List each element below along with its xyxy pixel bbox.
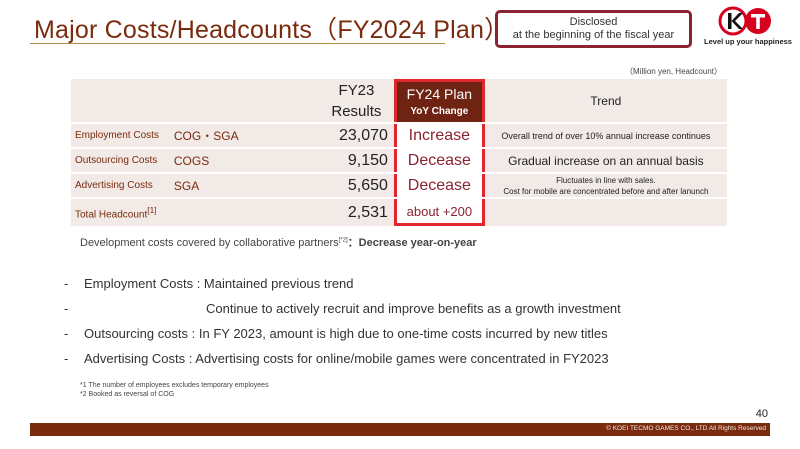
footnotes: *1 The number of employees excludes temp… — [80, 381, 269, 399]
row-label: Outsourcing Costs — [71, 149, 170, 172]
total-label-cell: Total Headcount[1] — [71, 199, 271, 226]
row-label: Advertising Costs — [71, 174, 170, 197]
row-category: COG・SGA — [169, 124, 271, 147]
bullet-text: Outsourcing costs : In FY 2023, amount i… — [84, 326, 608, 341]
row-category: SGA — [169, 174, 271, 197]
disclosed-badge: Disclosed at the beginning of the fiscal… — [495, 10, 692, 48]
footnote-1: *1 The number of employees excludes temp… — [80, 382, 269, 389]
row-trend-line-2: Cost for mobile are concentrated before … — [503, 186, 709, 196]
table-header-row: FY23 Results FY24 Plan YoY Change Trend — [71, 79, 727, 122]
header-fy24-line2: YoY Change — [410, 106, 469, 117]
header-trend: Trend — [484, 79, 727, 122]
row-trend: Fluctuates in line with sales. Cost for … — [484, 174, 727, 197]
bullet-list: - Employment Costs : Maintained previous… — [64, 276, 764, 376]
row-trend-line-1: Fluctuates in line with sales. — [556, 175, 656, 185]
list-item: - Employment Costs : Maintained previous… — [64, 276, 764, 301]
row-trend: Gradual increase on an annual basis — [484, 149, 727, 172]
total-trend-empty — [484, 199, 727, 226]
dev-note-footnote: [*2] — [338, 237, 348, 244]
bullet-dash: - — [64, 301, 69, 316]
bullet-dash: - — [64, 276, 69, 291]
total-fy24-change: about +200 — [393, 199, 485, 226]
page-number: 40 — [755, 408, 768, 420]
kt-logo-icon — [718, 6, 771, 36]
disclosed-line-2: at the beginning of the fiscal year — [512, 29, 675, 41]
row-fy23-value: 5,650 — [270, 174, 394, 197]
disclosed-line-1: Disclosed — [569, 16, 618, 28]
total-label: Total Headcount — [75, 209, 148, 221]
title-underline — [30, 43, 445, 44]
logo-tagline: Level up your happiness — [704, 37, 792, 46]
table-row: Advertising Costs SGA 5,650 Decease Fluc… — [71, 174, 727, 197]
table-row: Outsourcing Costs COGS 9,150 Decease Gra… — [71, 149, 727, 172]
bullet-dash: - — [64, 351, 69, 366]
row-fy23-value: 9,150 — [270, 149, 394, 172]
total-row: Total Headcount[1] 2,531 about +200 — [71, 199, 727, 226]
dev-note-suffix: ：Decrease year-on-year — [347, 237, 477, 249]
header-empty-cell — [71, 79, 271, 122]
bullet-text: Continue to actively recruit and improve… — [206, 301, 621, 316]
header-fy24: FY24 Plan YoY Change — [393, 79, 485, 122]
table-row: Employment Costs COG・SGA 23,070 Increase… — [71, 124, 727, 147]
header-fy23-line2: Results — [331, 102, 382, 120]
row-fy24-change: Increase — [393, 124, 485, 147]
dev-note-text: Development costs covered by collaborati… — [80, 237, 339, 249]
total-label-footnote: [1] — [147, 204, 157, 215]
bullet-dash: - — [64, 326, 69, 341]
footer-bar: © KOEI TECMO GAMES CO., LTD All Rights R… — [30, 423, 770, 436]
list-item: - Outsourcing costs : In FY 2023, amount… — [64, 326, 764, 351]
total-fy23-value: 2,531 — [270, 199, 394, 226]
footnote-2: *2 Booked as reversal of COG — [80, 391, 175, 398]
header-fy24-line1: FY24 Plan — [406, 86, 473, 102]
header-fy23: FY23 Results — [270, 79, 394, 122]
row-category: COGS — [169, 149, 271, 172]
page-title: Major Costs/Headcounts（FY2024 Plan） — [34, 16, 510, 44]
company-logo: Level up your happiness — [700, 6, 796, 48]
unit-note: （Million yen, Headcount） — [625, 67, 722, 76]
row-fy24-change: Decease — [393, 174, 485, 197]
header-fy23-line1: FY23 — [338, 81, 375, 99]
copyright-text: © KOEI TECMO GAMES CO., LTD All Rights R… — [606, 425, 766, 432]
development-cost-note: Development costs covered by collaborati… — [80, 234, 477, 250]
list-item: - Continue to actively recruit and impro… — [64, 301, 764, 326]
row-trend: Overall trend of over 10% annual increas… — [484, 124, 727, 147]
costs-table: FY23 Results FY24 Plan YoY Change Trend … — [71, 77, 727, 228]
bullet-text: Employment Costs : Maintained previous t… — [84, 276, 354, 291]
row-label: Employment Costs — [71, 124, 170, 147]
list-item: - Advertising Costs : Advertising costs … — [64, 351, 764, 376]
row-fy23-value: 23,070 — [270, 124, 394, 147]
bullet-text: Advertising Costs : Advertising costs fo… — [84, 351, 609, 366]
row-fy24-change: Decease — [393, 149, 485, 172]
